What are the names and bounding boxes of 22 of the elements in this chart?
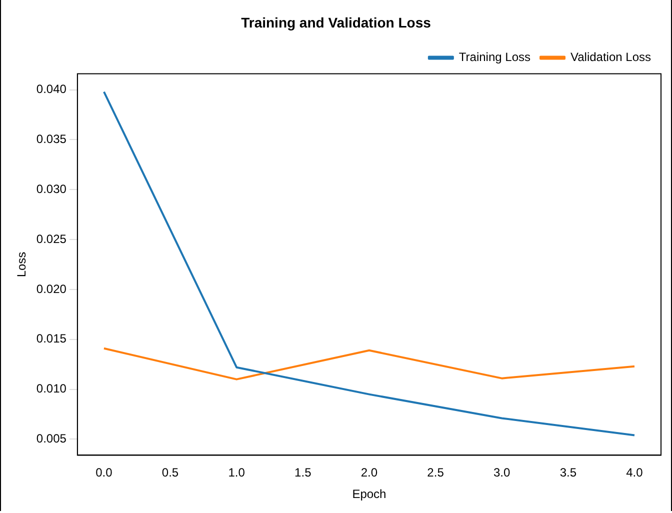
x-tick-label: 1.5 <box>294 466 312 480</box>
y-tick-label: 0.005 <box>36 432 67 446</box>
y-tick-label: 0.020 <box>36 282 67 296</box>
y-tick-label: 0.025 <box>36 232 67 246</box>
y-tick-label: 0.010 <box>36 382 67 396</box>
x-tick-label: 2.5 <box>427 466 444 480</box>
y-tick-label: 0.015 <box>36 332 67 346</box>
y-tick-label: 0.035 <box>36 132 67 146</box>
x-tick-label: 3.5 <box>560 466 577 480</box>
legend-label: Training Loss <box>458 50 531 64</box>
chart-title: Training and Validation Loss <box>241 14 432 30</box>
x-tick-label: 0.0 <box>96 466 113 480</box>
y-tick-label: 0.040 <box>36 82 67 96</box>
x-tick-label: 3.0 <box>494 466 511 480</box>
x-tick-label: 4.0 <box>626 466 644 480</box>
y-tick-label: 0.030 <box>36 182 67 196</box>
x-tick-label: 1.0 <box>228 466 246 480</box>
x-axis-title: Epoch <box>352 487 386 502</box>
legend-label: Validation Loss <box>570 50 652 64</box>
x-tick-label: 2.0 <box>360 466 378 480</box>
x-tick-label: 0.5 <box>162 466 179 480</box>
y-axis-title: Loss <box>14 252 29 278</box>
